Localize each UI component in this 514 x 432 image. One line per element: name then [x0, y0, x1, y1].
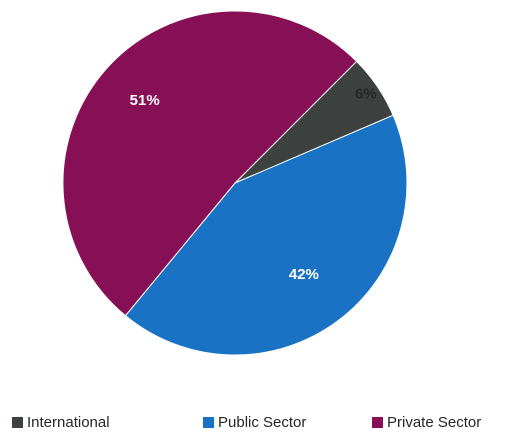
- pie-slices: [62, 10, 408, 356]
- pie-chart: 6% 42% 51%: [62, 10, 408, 356]
- pie-labels: 6% 42% 51%: [130, 85, 377, 283]
- legend-item-international: International: [12, 412, 110, 432]
- pie-slice-public-sector: [124, 114, 408, 356]
- pie-label-international: 6%: [355, 85, 377, 102]
- legend-swatch-international: [12, 416, 23, 428]
- legend-label-private-sector: Private Sector: [387, 413, 482, 431]
- legend-swatch-public-sector: [203, 416, 214, 428]
- legend-swatch-private-sector: [372, 416, 383, 428]
- legend-label-international: International: [27, 413, 110, 431]
- pie-label-private-sector: 51%: [130, 92, 160, 109]
- legend: International Public Sector Private Sect…: [0, 412, 514, 432]
- legend-label-public-sector: Public Sector: [218, 413, 307, 431]
- legend-item-private-sector: Private Sector: [372, 412, 481, 432]
- pie-label-public-sector: 42%: [289, 266, 319, 283]
- pie-slice-private-sector: [62, 10, 358, 317]
- legend-item-public-sector: Public Sector: [203, 412, 306, 432]
